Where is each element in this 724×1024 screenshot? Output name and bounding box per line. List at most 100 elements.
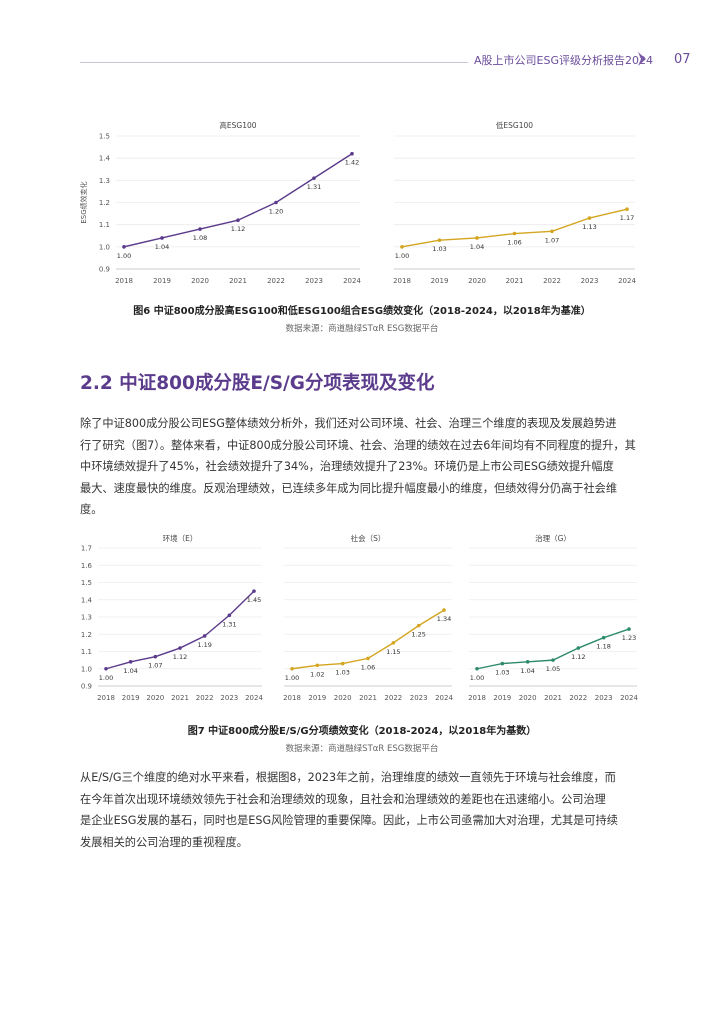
y-tick-label: 1.4 bbox=[99, 155, 111, 163]
data-point bbox=[315, 663, 320, 668]
chart-governance: 治理（G） 2018 2019 2020 2021 2022 2023 2024 1.00 1.0… bbox=[468, 533, 638, 702]
paragraph-line: 度。 bbox=[80, 503, 103, 516]
data-point bbox=[350, 151, 354, 156]
y-tick-label: 1.6 bbox=[81, 562, 93, 570]
data-label: 1.03 bbox=[432, 245, 446, 253]
data-label: 1.13 bbox=[582, 223, 596, 231]
data-point bbox=[366, 656, 370, 661]
y-tick-label: 1.3 bbox=[99, 177, 110, 185]
x-tick-label: 2021 bbox=[171, 694, 189, 702]
chart-title: 高ESG100 bbox=[219, 120, 256, 130]
data-label: 1.06 bbox=[361, 663, 375, 671]
paragraph-line: 发展相关的公司治理的重视程度。 bbox=[80, 835, 248, 849]
chart-social: 社会（S） 2018 2019 2020 2021 2022 2023 2024 1.00 1.0… bbox=[283, 533, 453, 702]
data-point bbox=[500, 661, 505, 666]
figure6-source: 数据来源：商道融绿STαR ESG数据平台 bbox=[285, 324, 439, 334]
x-tick-label: 2019 bbox=[153, 277, 171, 285]
x-tick-label: 2019 bbox=[122, 694, 140, 702]
y-axis-label: ESG绩效变化 bbox=[79, 181, 88, 223]
y-tick-label: 1.0 bbox=[99, 243, 110, 251]
paragraph-line: 除了中证800成分股公司ESG整体绩效分析外，我们还对公司环境、社会、治理三个维… bbox=[80, 417, 617, 430]
x-tick-label: 2020 bbox=[468, 277, 486, 285]
data-label: 1.12 bbox=[173, 653, 187, 661]
paragraph-line: 最大、速度最快的维度。反观治理绩效，已连续多年成为同比提升幅度最小的维度，但绩效… bbox=[80, 481, 618, 495]
y-tick-label: 1.5 bbox=[99, 133, 110, 141]
x-tick-label: 2021 bbox=[359, 694, 377, 702]
page-number: 07 bbox=[674, 52, 691, 67]
data-point bbox=[274, 200, 278, 205]
data-point bbox=[437, 238, 442, 242]
data-label: 1.18 bbox=[596, 643, 610, 651]
x-tick-label: 2022 bbox=[543, 277, 561, 285]
data-label: 1.12 bbox=[571, 653, 585, 661]
y-tick-label: 1.5 bbox=[81, 579, 92, 587]
data-point bbox=[400, 245, 404, 249]
data-label: 1.05 bbox=[546, 665, 560, 673]
chevron-right-icon bbox=[638, 52, 646, 66]
data-label: 1.31 bbox=[307, 183, 321, 191]
data-point bbox=[601, 635, 606, 640]
x-tick-label: 2023 bbox=[410, 694, 428, 702]
data-label: 1.00 bbox=[470, 674, 484, 682]
chart-environment: 环境（E） 0.9 1.0 1.1 1.2 1.3 1.4 1.5 1.6 1.7 2018 2019… bbox=[81, 533, 264, 702]
data-point bbox=[122, 245, 126, 249]
data-point bbox=[290, 666, 294, 671]
x-tick-label: 2021 bbox=[229, 277, 247, 285]
data-point bbox=[525, 660, 530, 664]
x-tick-label: 2019 bbox=[493, 694, 511, 702]
data-label: 1.04 bbox=[155, 243, 169, 251]
data-point bbox=[391, 641, 396, 645]
data-point bbox=[512, 231, 517, 236]
data-point bbox=[178, 646, 182, 650]
x-tick-label: 2024 bbox=[618, 277, 636, 285]
y-tick-label: 1.1 bbox=[81, 648, 92, 656]
data-label: 1.25 bbox=[411, 631, 425, 639]
x-tick-label: 2024 bbox=[620, 694, 638, 702]
data-point bbox=[475, 236, 479, 240]
data-point bbox=[550, 229, 554, 234]
y-tick-label: 1.4 bbox=[81, 596, 93, 604]
data-label: 1.42 bbox=[345, 159, 359, 167]
data-point bbox=[312, 176, 316, 180]
y-tick-label: 0.9 bbox=[81, 683, 92, 691]
x-tick-label: 2018 bbox=[393, 277, 411, 285]
chart-low-esg100: 低ESG100 2018 2019 2020 2021 2022 2023 2024 1.00 1… bbox=[393, 120, 636, 285]
data-label: 1.04 bbox=[470, 243, 484, 251]
x-tick-label: 2023 bbox=[595, 694, 613, 702]
data-point bbox=[198, 227, 202, 231]
figure7-caption: 图7 中证800成分股E/S/G分项绩效变化（2018-2024，以2018年为… bbox=[187, 726, 537, 737]
x-tick-label: 2020 bbox=[519, 694, 537, 702]
x-tick-label: 2021 bbox=[544, 694, 562, 702]
report-title: A股上市公司ESG评级分析报告2024 bbox=[474, 54, 653, 67]
data-point bbox=[236, 218, 240, 223]
x-tick-label: 2019 bbox=[431, 277, 449, 285]
paragraph-line: 行了研究（图7）。整体来看，中证800成分股公司环境、社会、治理的绩效在过去6年… bbox=[80, 438, 636, 452]
data-point bbox=[475, 666, 479, 671]
data-point bbox=[252, 589, 256, 593]
data-label: 1.03 bbox=[335, 669, 349, 677]
x-tick-label: 2018 bbox=[283, 694, 301, 702]
data-point bbox=[227, 613, 232, 618]
paragraph-1: 除了中证800成分股公司ESG整体绩效分析外，我们还对公司环境、社会、治理三个维… bbox=[80, 413, 650, 521]
data-label: 1.03 bbox=[495, 669, 509, 677]
x-tick-label: 2023 bbox=[581, 277, 599, 285]
data-point bbox=[625, 207, 629, 211]
figure6-caption: 图6 中证800成分股高ESG100和低ESG100组合ESG绩效变化（2018… bbox=[133, 306, 591, 317]
data-point bbox=[442, 608, 446, 612]
data-label: 1.02 bbox=[310, 670, 324, 678]
x-tick-label: 2019 bbox=[308, 694, 326, 702]
data-label: 1.00 bbox=[285, 674, 299, 682]
x-tick-label: 2020 bbox=[146, 694, 164, 702]
x-tick-label: 2020 bbox=[191, 277, 209, 285]
figure7-source: 数据来源：商道融绿STαR ESG数据平台 bbox=[285, 744, 439, 754]
x-tick-label: 2020 bbox=[334, 694, 352, 702]
data-label: 1.00 bbox=[99, 674, 113, 682]
paragraph-line: 从E/S/G三个维度的绝对水平来看，根据图8，2023年之前，治理维度的绩效一直… bbox=[80, 771, 616, 784]
data-label: 1.15 bbox=[386, 648, 400, 656]
chart-title: 治理（G） bbox=[535, 533, 571, 543]
data-label: 1.17 bbox=[620, 214, 634, 222]
data-point bbox=[128, 660, 133, 664]
x-tick-label: 2018 bbox=[115, 277, 133, 285]
y-tick-label: 1.2 bbox=[99, 199, 110, 207]
data-label: 1.07 bbox=[148, 662, 162, 670]
